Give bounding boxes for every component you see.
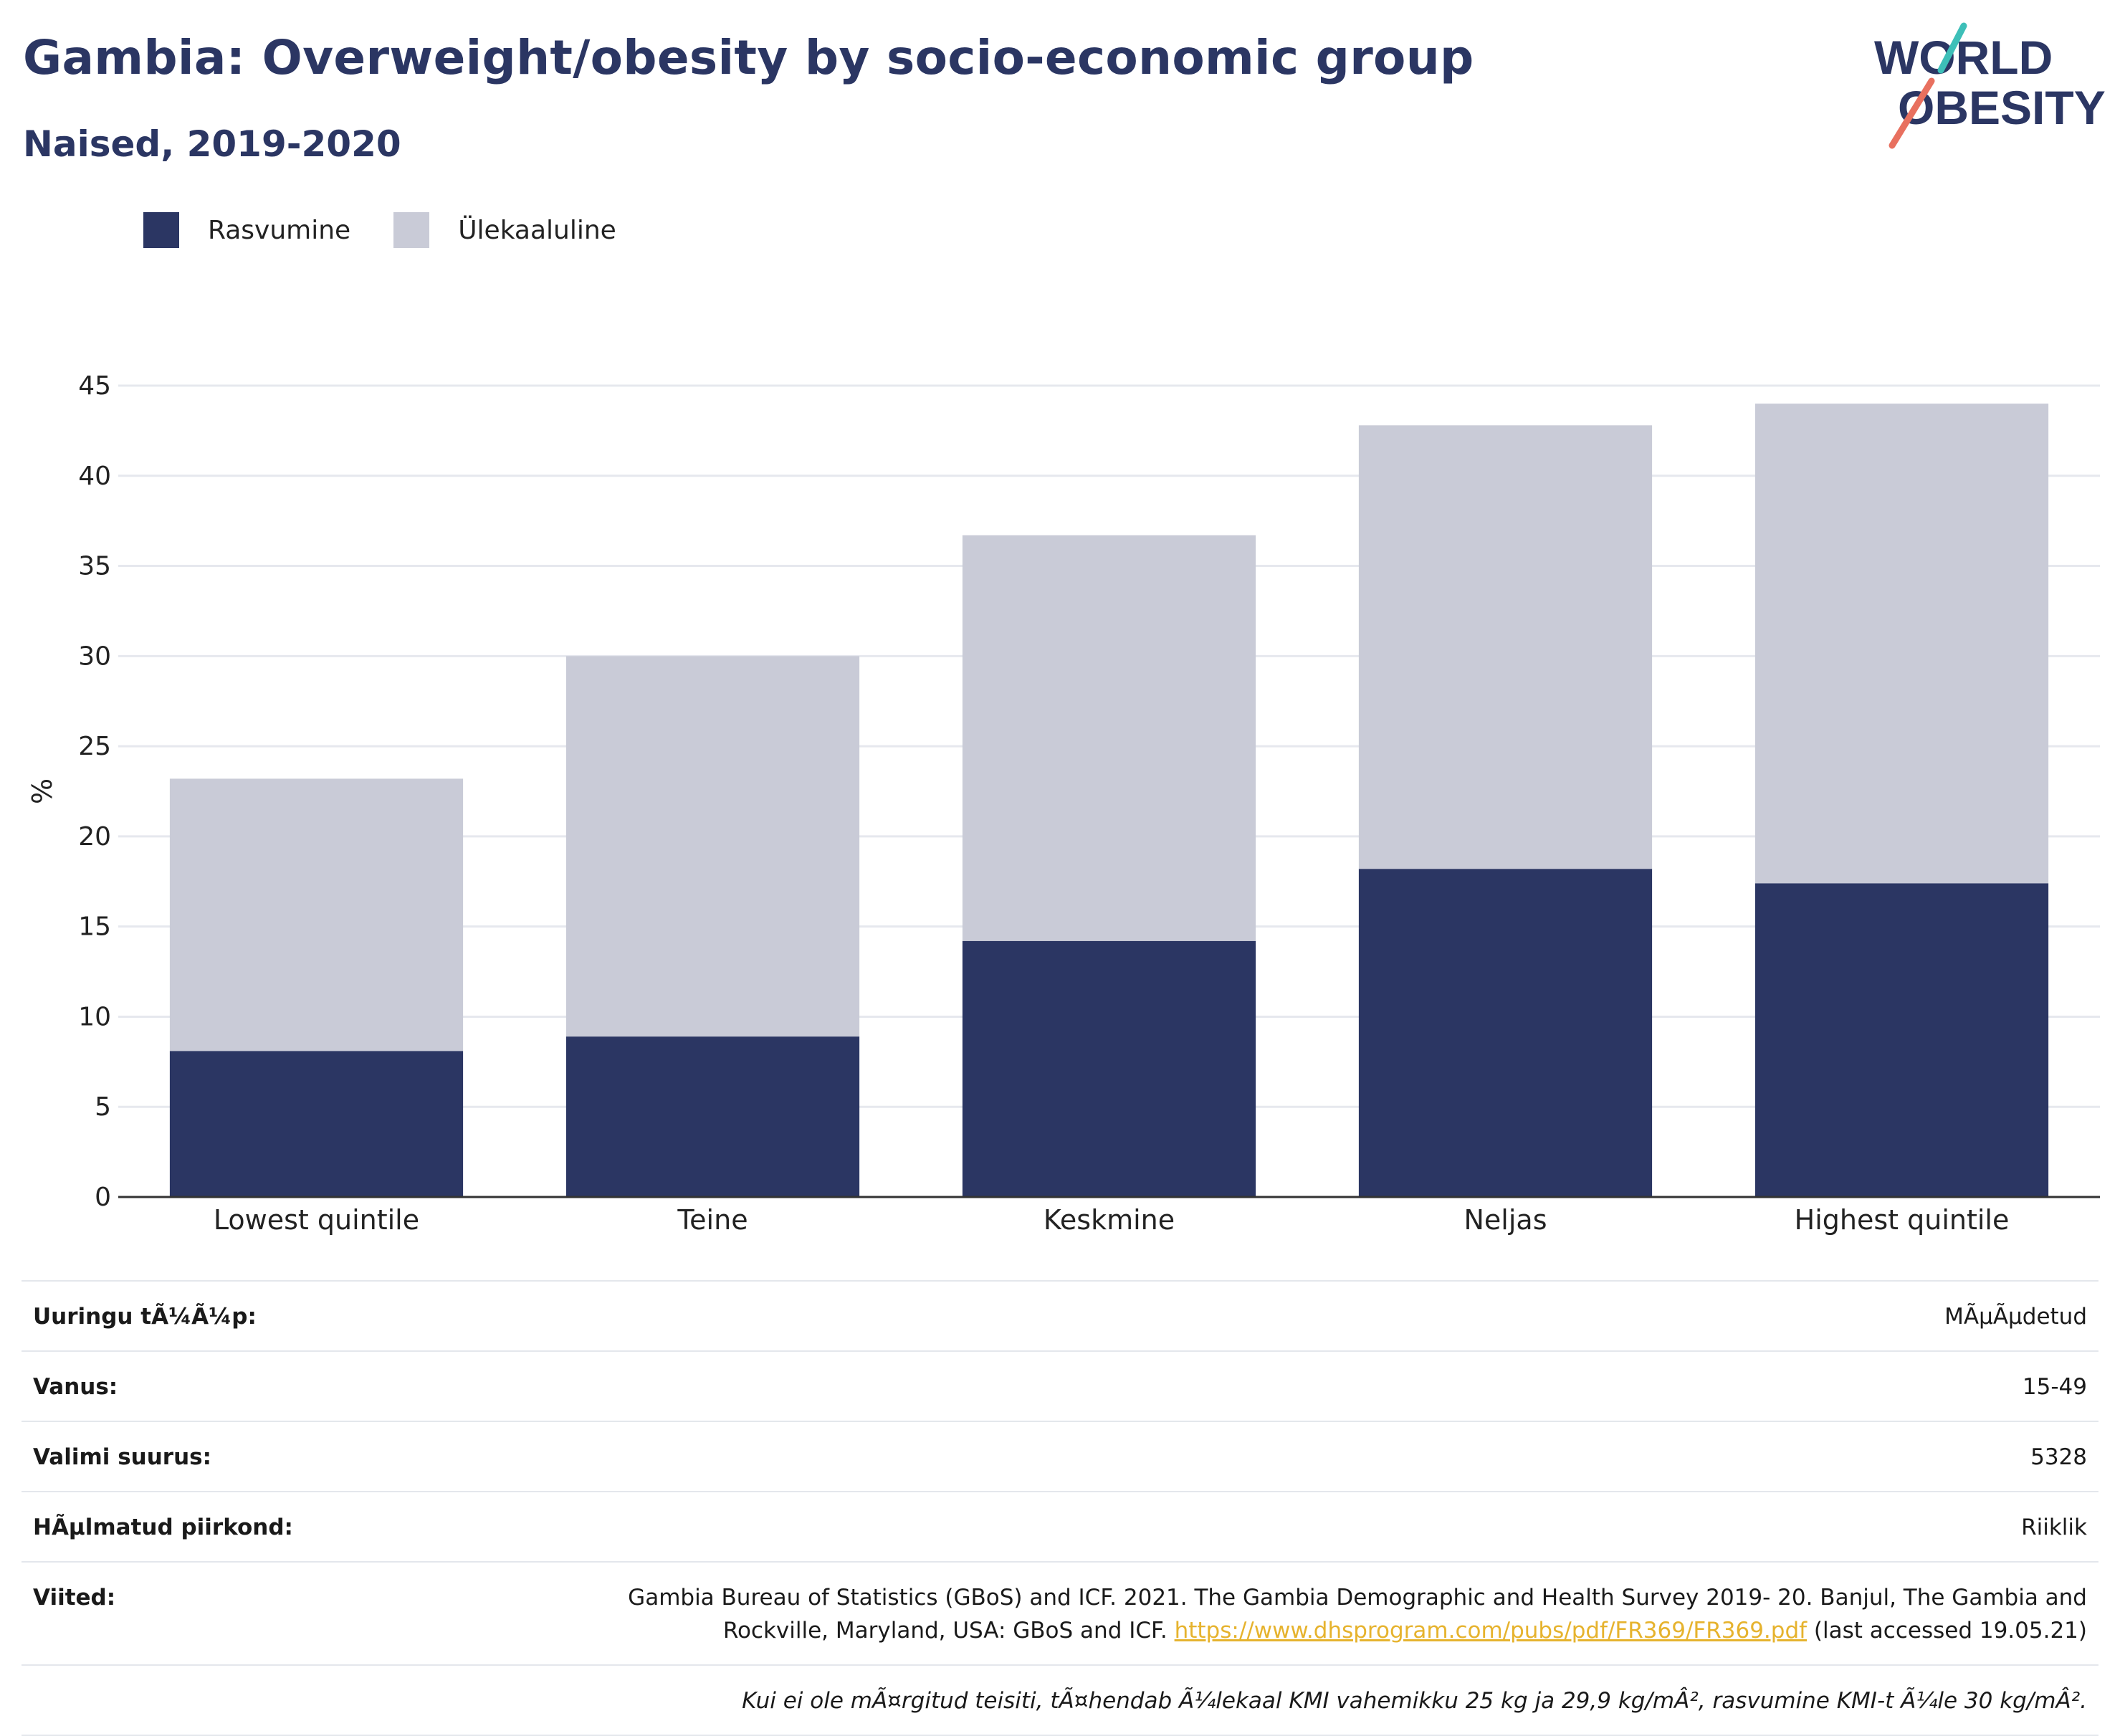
y-tick-label: 10 — [78, 1002, 111, 1031]
bar-rasvumine — [169, 1051, 464, 1197]
meta-label: Valimi suurus: — [33, 1444, 211, 1470]
reference-line-1: Gambia Bureau of Statistics (GBoS) and I… — [628, 1585, 2087, 1611]
bar-ulekaaluline — [1754, 404, 2049, 884]
legend-item-ulekaaluline: Ülekaaluline — [393, 212, 616, 248]
logo-slash-coral — [1889, 77, 1935, 149]
bar-ulekaaluline — [565, 656, 860, 1037]
meta-row-area: HÃµlmatud piirkond: Riiklik — [22, 1492, 2098, 1563]
logo-word-obesity: OBESITY — [1898, 81, 2106, 134]
meta-row-references: Viited: Gambia Bureau of Statistics (GBo… — [22, 1563, 2098, 1666]
legend-label-ulekaaluline: Ülekaaluline — [458, 215, 616, 245]
bar-rasvumine — [962, 940, 1256, 1197]
chart-legend: Rasvumine Ülekaaluline — [143, 212, 659, 248]
chart-subtitle: Naised, 2019-2020 — [23, 123, 401, 165]
world-obesity-logo: WORLD OBESITY — [1874, 22, 2106, 149]
meta-row-note: Kui ei ole mÃ¤rgitud teisiti, tÃ¤hendab … — [22, 1666, 2098, 1736]
legend-swatch-ulekaaluline — [393, 212, 430, 248]
x-tick-label: Lowest quintile — [214, 1204, 419, 1236]
metadata-table: Uuringu tÃ¼Ã¼p: MÃµÃµdetud Vanus: 15-49 … — [22, 1280, 2098, 1736]
y-tick-label: 40 — [78, 462, 111, 491]
meta-label: Uuringu tÃ¼Ã¼p: — [33, 1304, 257, 1330]
bar-chart: 0 5 10 15 20 25 30 35 40 45% Lowest quintile Teine K… — [27, 371, 2100, 1236]
bar-ulekaaluline — [169, 778, 464, 1051]
chart-title: Gambia: Overweight/obesity by socio-econ… — [23, 30, 1474, 85]
bar-ulekaaluline — [1358, 425, 1653, 869]
meta-row-age: Vanus: 15-49 — [22, 1352, 2098, 1422]
reference-link[interactable]: https://www.dhsprogram.com/pubs/pdf/FR36… — [1174, 1618, 1808, 1644]
bar-rasvumine — [1358, 869, 1653, 1197]
bar-rasvumine — [565, 1036, 860, 1197]
bar-rasvumine — [1754, 883, 2049, 1197]
legend-label-rasvumine: Rasvumine — [208, 215, 351, 245]
meta-value: 15-49 — [2022, 1374, 2087, 1400]
y-tick-label: 15 — [78, 912, 111, 942]
y-axis-title: % — [27, 778, 58, 804]
y-tick-label: 45 — [78, 371, 111, 401]
y-tick-label: 25 — [78, 732, 111, 761]
y-tick-label: 20 — [78, 822, 111, 852]
logo-slash-teal — [1937, 22, 1967, 74]
y-tick-label: 0 — [95, 1183, 111, 1212]
x-tick-label: Keskmine — [1044, 1204, 1175, 1236]
y-tick-label: 30 — [78, 642, 111, 671]
bar-ulekaaluline — [962, 535, 1256, 941]
x-tick-label: Teine — [677, 1204, 748, 1236]
reference-suffix: (last accessed 19.05.21) — [1813, 1618, 2087, 1644]
legend-swatch-rasvumine — [143, 212, 179, 248]
definition-note: Kui ei ole mÃ¤rgitud teisiti, tÃ¤hendab … — [742, 1688, 2087, 1714]
y-tick-label: 35 — [78, 552, 111, 581]
meta-value: MÃµÃµdetud — [1944, 1304, 2087, 1330]
meta-value: 5328 — [2030, 1444, 2087, 1470]
reference-line-2: Rockville, Maryland, USA: GBoS and ICF. — [722, 1618, 1168, 1644]
legend-item-rasvumine: Rasvumine — [143, 212, 350, 248]
logo-word-world: WORLD — [1874, 31, 2053, 84]
x-tick-label: Highest quintile — [1795, 1204, 2010, 1236]
x-tick-label: Neljas — [1464, 1204, 1547, 1236]
references-text: Gambia Bureau of Statistics (GBoS) and I… — [628, 1581, 2087, 1647]
meta-label: HÃµlmatud piirkond: — [33, 1515, 293, 1540]
meta-row-sample-size: Valimi suurus: 5328 — [22, 1422, 2098, 1492]
meta-label: Vanus: — [33, 1374, 118, 1400]
meta-label: Viited: — [33, 1585, 116, 1611]
meta-value: Riiklik — [2021, 1515, 2087, 1540]
meta-row-survey-type: Uuringu tÃ¼Ã¼p: MÃµÃµdetud — [22, 1282, 2098, 1352]
y-tick-label: 5 — [95, 1092, 111, 1122]
